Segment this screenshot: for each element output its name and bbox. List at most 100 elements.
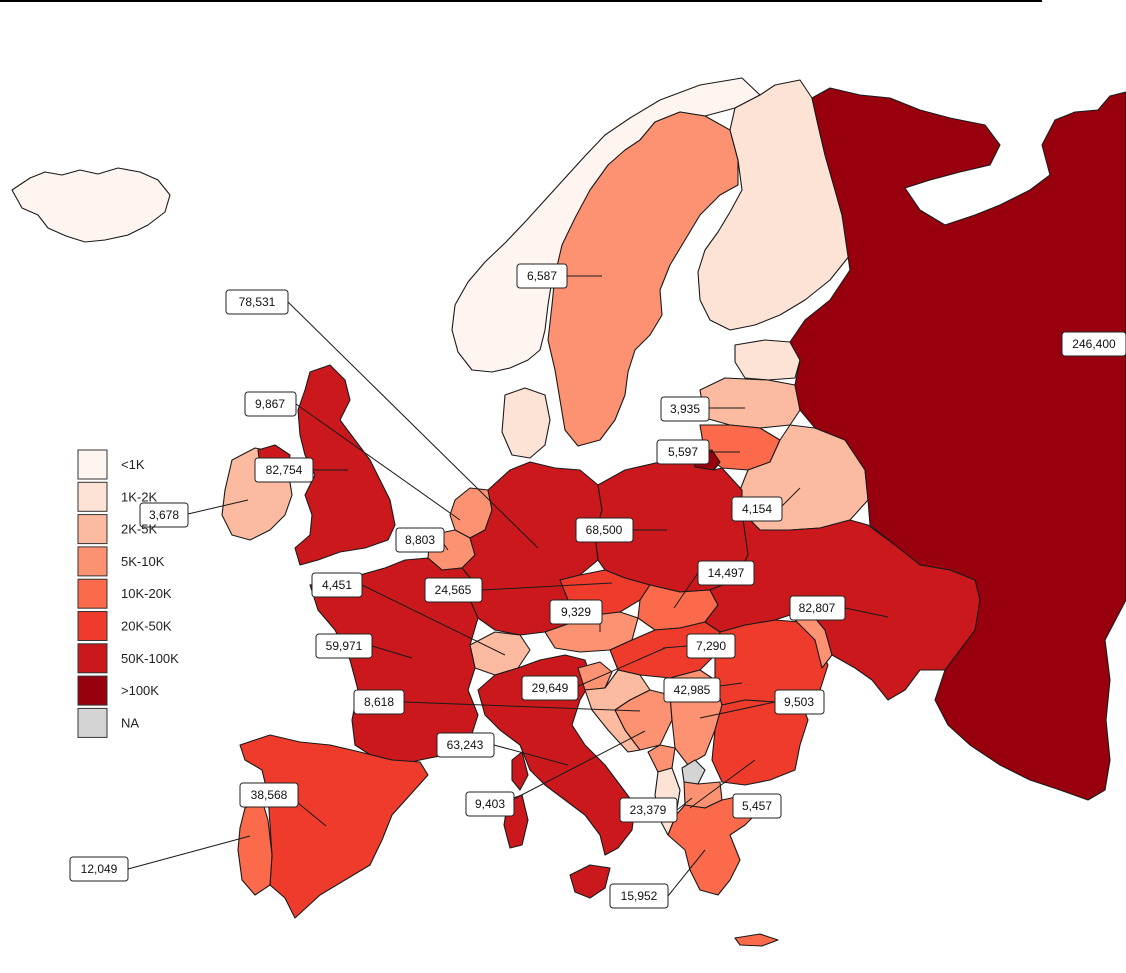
callout-lithuania: 5,597 [656,439,710,465]
country-switzerland [469,631,531,676]
callout-ukraine: 82,807 [789,595,846,621]
leader-netherlands [295,403,461,521]
callout-latvia: 3,935 [660,396,710,422]
leader-czechia [481,582,613,591]
leader-switzerland [361,584,506,656]
legend-swatch [77,481,108,512]
leader-france [371,645,413,659]
legend-label: NA [121,715,139,730]
callout-netherlands-value: 9,867 [255,397,285,411]
country-sweden [547,111,739,447]
callout-austria-value: 9,329 [561,605,591,619]
callout-spain-value: 38,568 [251,788,288,802]
callout-ireland-value: 3,678 [149,508,179,522]
callout-romania-value: 42,985 [674,683,711,697]
callout-greece-value: 15,952 [621,889,658,903]
legend-label: 2K-5K [121,522,157,537]
leader-germany [287,301,539,549]
legend-label: <1K [121,457,145,472]
callout-france-value: 59,971 [326,639,363,653]
country-iceland [11,167,171,243]
leader-portugal [127,835,251,870]
callout-belarus: 4,154 [731,496,783,522]
legend-swatch [77,707,108,738]
callout-slovenia: 8,618 [353,689,405,715]
country-russia [789,87,1126,801]
legend-swatch [77,611,108,641]
leader-bulgaria [689,759,756,809]
callout-switzerland: 4,451 [311,572,363,598]
callout-sweden-value: 6,587 [527,269,557,283]
legend-label: 20K-50K [121,619,172,634]
callout-uk: 82,754 [254,457,314,483]
callout-slovakia-value: 14,497 [708,566,745,580]
legend-swatch [77,546,108,577]
country-latvia [699,377,801,429]
callout-slovakia: 14,497 [697,560,755,586]
callout-serbia: 9,503 [774,689,825,715]
leader-serbia [699,701,776,719]
leader-romania [719,682,743,687]
country-denmark [501,387,551,459]
callout-ireland: 3,678 [139,502,189,528]
legend-swatch [77,514,108,545]
leader-north-macedonia [676,797,693,811]
country-crete [734,933,779,947]
callout-belarus-value: 4,154 [742,502,772,516]
callout-germany-value: 78,531 [239,295,276,309]
callout-poland-value: 68,500 [586,523,623,537]
callout-croatia-value: 29,649 [532,681,569,695]
country-greece [667,794,761,896]
leader-croatia [573,647,666,689]
callout-belgium-value: 8,803 [405,533,435,547]
callout-north-macedonia-value: 23,379 [630,803,667,817]
country-kosovo [681,759,706,785]
legend-label: 1K-2K [121,489,157,504]
legend-label: >100K [121,683,159,698]
callout-italy: 63,243 [436,732,495,758]
callout-belgium: 8,803 [395,527,445,553]
legend-label: 10K-20K [121,586,172,601]
callout-czechia: 24,565 [424,577,483,603]
leader-italy [493,744,569,766]
callout-russia: 246,400 [1061,331,1126,357]
leader-bosnia [511,730,646,801]
legend-label: 50K-100K [121,651,179,666]
callout-serbia-value: 9,503 [784,695,814,709]
callout-lithuania-value: 5,597 [668,445,698,459]
callout-czechia-value: 24,565 [435,583,472,597]
callout-italy-value: 63,243 [447,738,484,752]
leader-slovakia [673,572,699,609]
callout-slovenia-value: 8,618 [364,695,394,709]
legend-label: 5K-10K [121,554,165,569]
callout-netherlands: 9,867 [244,391,297,417]
legend-swatch [77,449,108,480]
callout-portugal: 12,049 [69,856,129,882]
callout-bulgaria: 5,457 [732,793,782,819]
callout-croatia: 29,649 [521,675,579,701]
callout-germany: 78,531 [225,289,289,315]
country-montenegro [647,744,676,773]
legend-swatch [77,643,108,674]
callout-sweden: 6,587 [516,263,568,289]
leader-ukraine [844,607,889,618]
map-legend: <1K 1K-2K 2K-5K 5K-10K 10K-20K 20K-50K 50K-100… [77,449,179,738]
callout-uk-value: 82,754 [266,463,303,477]
country-spain [239,734,429,919]
leader-ireland [187,499,249,515]
legend-swatch [77,578,108,609]
callout-north-macedonia: 23,379 [619,797,678,823]
leader-slovenia [403,701,641,712]
country-sicily [569,864,611,899]
callout-hungary-value: 7,290 [696,639,726,653]
callout-bosnia-value: 9,403 [475,797,505,811]
callout-latvia-value: 3,935 [670,402,700,416]
callout-bulgaria-value: 5,457 [742,799,772,813]
legend-swatch [77,675,108,706]
callout-france: 59,971 [315,633,373,659]
callout-portugal-value: 12,049 [81,862,118,876]
callout-spain: 38,568 [239,782,299,808]
callout-hungary: 7,290 [686,633,736,659]
callout-romania: 42,985 [663,677,721,703]
